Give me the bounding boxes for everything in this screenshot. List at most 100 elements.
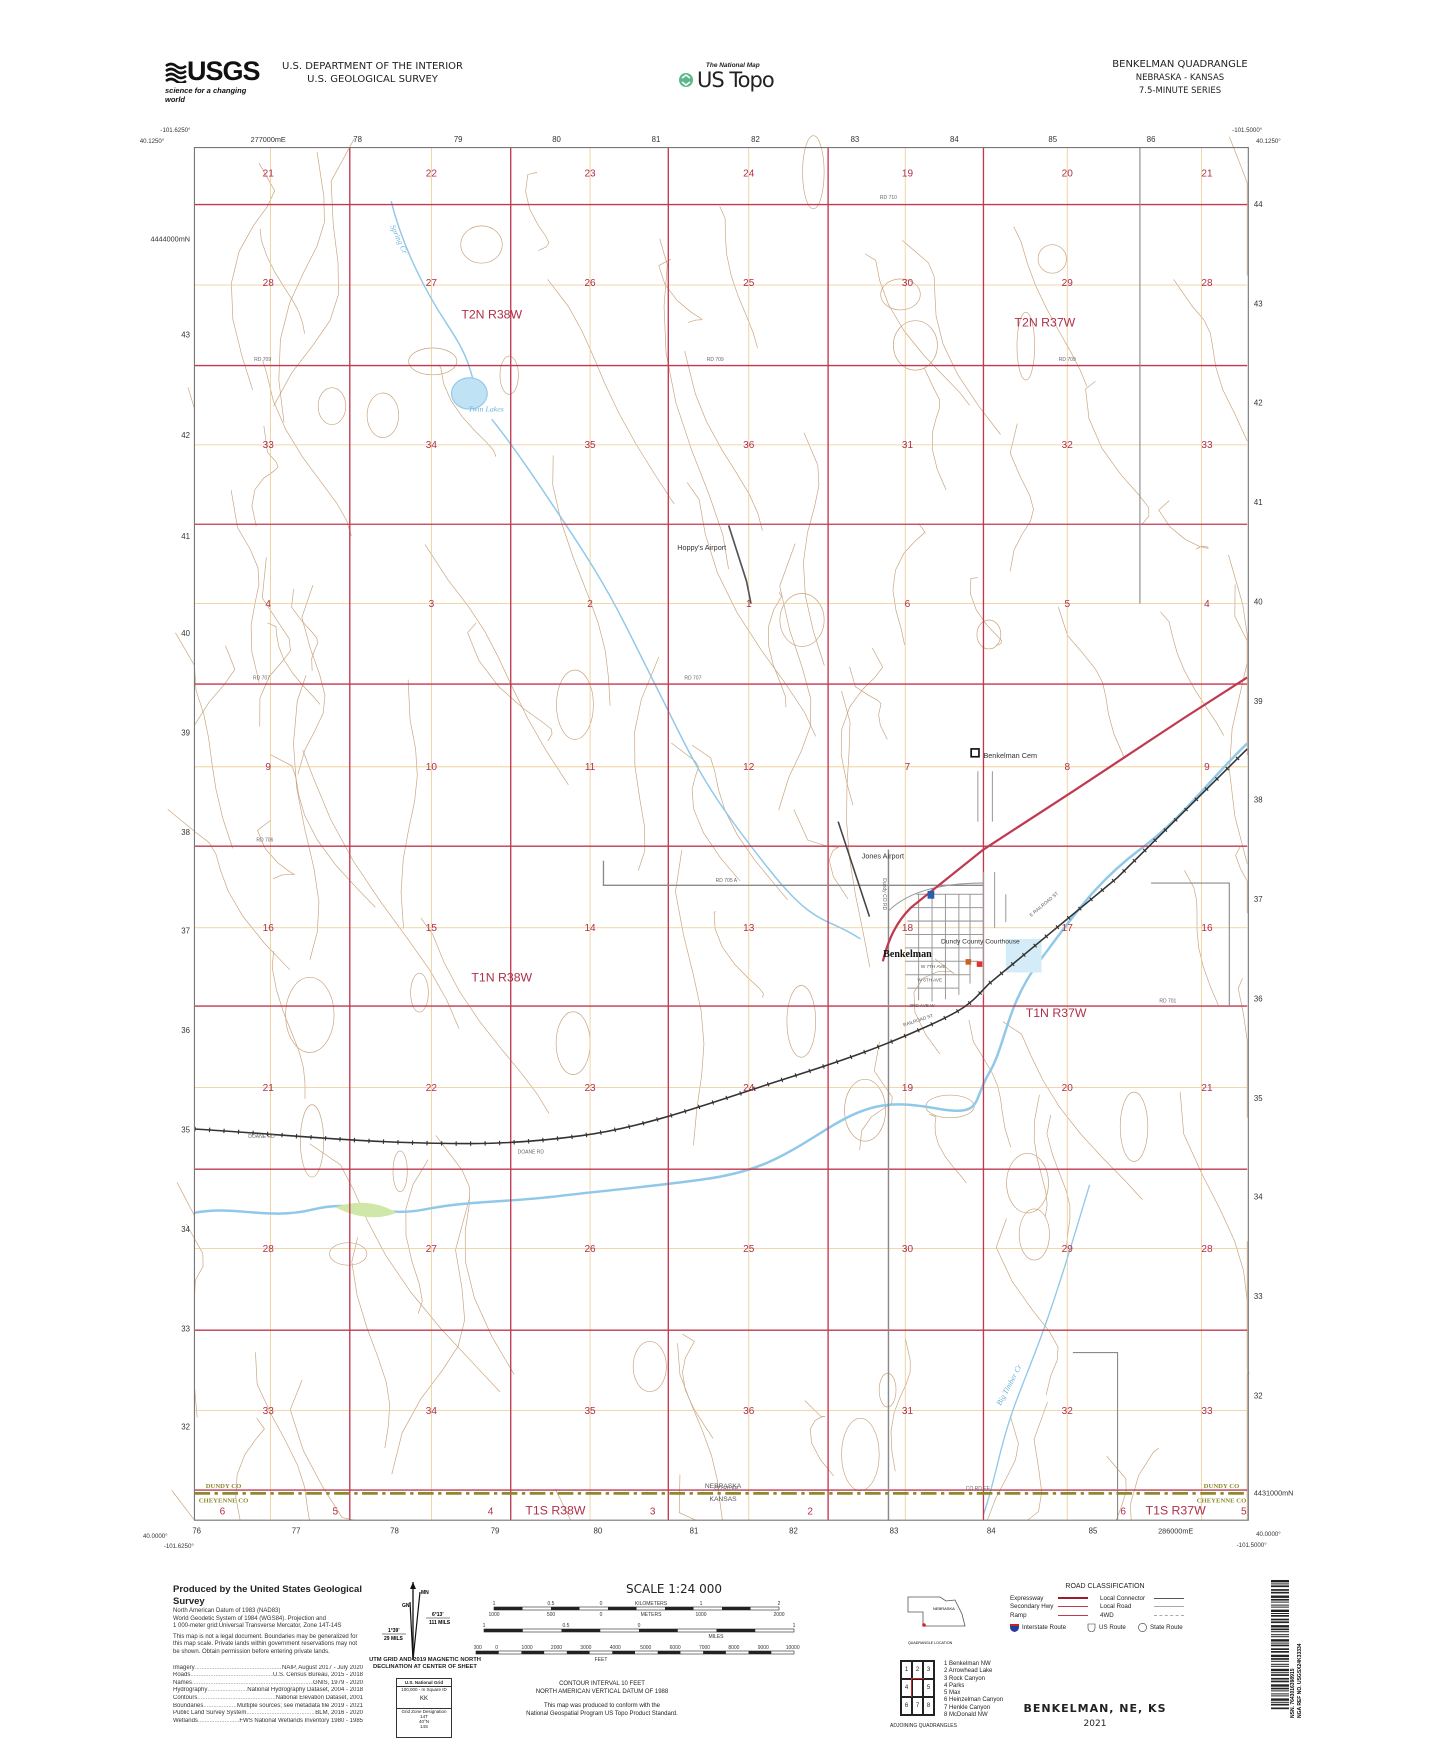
contour-line [176,1182,195,1367]
township-label: T2N R38W [461,308,522,322]
section-lines [194,147,1248,1521]
contour-closed [844,1078,886,1142]
datum-line: 1 000-meter grid:Universal Transverse Me… [173,1623,342,1630]
grid-north-line [409,1601,414,1661]
legend-us-route: US Route [1099,1624,1126,1632]
scale-tick: 0.5 [548,1601,555,1607]
declination-caption-1: UTM GRID AND 2019 MAGNETIC NORTH [369,1657,481,1663]
barcode-bar [1271,1618,1289,1621]
scale-tick: 5000 [640,1645,651,1651]
contour-interval-note: CONTOUR INTERVAL 10 FEET [559,1681,645,1687]
section-number: 35 [584,440,596,451]
contour-closed [779,593,825,647]
section-number: 36 [743,1406,755,1417]
magnetic-north-line [412,1591,421,1661]
department-block: U.S. DEPARTMENT OF THE INTERIOR U.S. GEO… [282,60,463,86]
section-number: 15 [426,923,438,934]
northing-label: 42 [1254,399,1263,408]
barcode-bar [1271,1628,1289,1631]
credit-row: Roads...................................… [173,1672,363,1679]
township-label: T1S R37W [1146,1504,1206,1518]
northing-label: 35 [181,1125,190,1134]
barcode-bar [1271,1644,1289,1647]
production-notes: Produced by the United States Geological… [173,1584,363,1725]
interstate-shield-icon [1010,1624,1019,1633]
section-number: 18 [902,923,914,934]
adjoining-caption: ADJOINING QUADRANGLES [890,1723,957,1729]
vertical-datum-note: NORTH AMERICAN VERTICAL DATUM OF 1988 [535,1689,669,1695]
contour-line [677,1343,727,1521]
contour-closed [1016,311,1035,381]
easting-label: 84 [987,1527,996,1536]
section-number: 2 [807,1507,813,1518]
credit-value: Multiple sources; see metadata file 2019… [236,1702,363,1709]
credit-key: Roads [173,1672,191,1679]
section-number: 31 [902,1406,914,1417]
section-number: 24 [743,1083,755,1094]
northing-label: 39 [181,729,190,738]
scale-unit-label: MILES [708,1634,724,1640]
barcode-bar [1271,1684,1289,1687]
northing-label: 33 [1254,1292,1263,1301]
contour-line [658,258,703,323]
township-label: T1S R38W [525,1504,585,1518]
barcode-bar [1271,1615,1289,1617]
barcode-bar [1271,1674,1289,1676]
contour-line [273,138,355,407]
scale-segment [484,1629,523,1632]
section-number: 6 [220,1507,226,1518]
scale-tick: 1000 [488,1612,499,1618]
contour-line [841,690,871,968]
contour-line [278,151,325,423]
scale-tick: 2000 [773,1612,784,1618]
usgs-logo: USGS science for a changing world [165,58,263,105]
easting-label: 277000mE [251,135,286,144]
scale-segment [608,1607,637,1610]
scale-segment [639,1629,678,1632]
contour-line [420,917,550,1114]
ne-longitude: -101.5000° [1232,127,1263,134]
barcode-bar [1271,1668,1289,1672]
legend-ramp: Ramp [1010,1611,1027,1619]
section-number: 12 [743,762,755,773]
creek-label: Spring Cr [388,223,410,256]
legend-secondary-hwy: Secondary Hwy [1010,1603,1054,1611]
easting-label: 79 [491,1527,500,1536]
scale-tick: 1 [793,1623,796,1629]
contour-line [929,1114,967,1184]
easting-label: 85 [1048,135,1057,144]
easting-label: 83 [890,1527,899,1536]
cemetery-label: Benkelman Cem [983,751,1037,760]
barcode-bar [1271,1680,1289,1683]
road-label: RD 709 [707,357,724,363]
gn-mils: 29 MILS [384,1636,404,1642]
credit-row: Public Land Survey System...............… [173,1710,363,1717]
barcode-bar [1271,1598,1289,1601]
big-timber-creek [982,1184,1091,1515]
usgs-wordmark: USGS [165,58,263,85]
barcode-bar [1271,1663,1289,1665]
northing-label: 35 [1254,1094,1263,1103]
location-caption: QUADRANGLE LOCATION [908,1641,953,1645]
grid-zone-1: 14T [420,1714,428,1719]
county-label: DUNDY CO [1204,1483,1240,1490]
contour-line [255,1352,314,1521]
barcode-bars [1271,1580,1289,1710]
sheet-title: BENKELMAN, NE, KS 2021 [1020,1702,1170,1729]
contour-line [1173,279,1248,442]
barcode-bar [1271,1698,1289,1701]
barcode-bar [1271,1595,1289,1598]
current-quad-cell [911,1678,924,1698]
contour-line [269,753,376,908]
contour-line [167,809,291,970]
courthouse-label: Dundy County Courthouse [941,938,1020,945]
scale-tick: 0 [638,1623,641,1629]
barcode-bar [1271,1707,1289,1710]
usgs-text: USGS [187,56,261,86]
state-label: NEBRASKA [705,1483,742,1490]
us-topo-text: US Topo [697,68,775,92]
easting-label: 80 [594,1527,603,1536]
adjoining-quad-name: 1 Benkelman NW [944,1661,991,1667]
